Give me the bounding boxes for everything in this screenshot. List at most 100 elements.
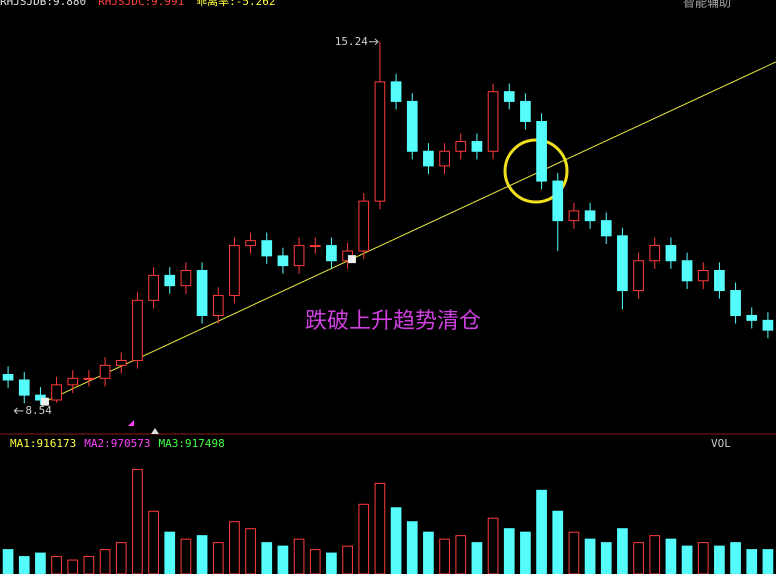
volume-bar [584, 538, 596, 574]
indicator-value: 乖离率:-5.262 [196, 0, 275, 8]
volume-bar [406, 521, 418, 574]
annotation: 跌破上升趋势清仓 [305, 309, 481, 334]
candle-body [83, 377, 95, 380]
volume-bar [164, 531, 176, 574]
indicator-value: RHJSJDB:9.880 [0, 0, 86, 8]
volume-bar [568, 531, 580, 574]
candle-body [293, 245, 305, 267]
volume-bar [18, 556, 30, 574]
marker [151, 428, 159, 434]
candle-body [277, 255, 289, 267]
candle-body [455, 141, 467, 152]
volume-bar [503, 528, 515, 574]
volume-label: VOL [711, 437, 731, 450]
volume-bar [536, 489, 547, 574]
volume-bar [423, 531, 434, 574]
volume-bar [552, 510, 564, 574]
candle-body [487, 91, 499, 152]
candle-body [633, 260, 644, 292]
candle-body [245, 240, 256, 247]
volume-bar [293, 538, 305, 574]
candle-body [229, 245, 240, 296]
low-arrow [13, 407, 24, 415]
volume-bar [229, 521, 240, 574]
volume-bar [196, 535, 208, 574]
candle-body [406, 100, 418, 152]
candle-body [180, 270, 192, 287]
candle-body [714, 270, 725, 292]
candle-body [326, 245, 337, 262]
volume-ma-value: MA3:917498 [158, 437, 224, 450]
candle-body [681, 260, 693, 282]
candle-body [503, 91, 515, 102]
volume-bar [714, 545, 725, 574]
volume-bar [212, 542, 224, 574]
volume-bar [180, 538, 192, 574]
volume-bar [2, 549, 14, 574]
marker [128, 420, 134, 426]
candle-body [649, 245, 661, 262]
candle-body [439, 150, 450, 167]
volume-ma-value: MA1:916173 [10, 437, 76, 450]
candle-body [261, 240, 273, 257]
candle-body [309, 245, 321, 248]
candle-body [35, 394, 46, 401]
volume-bar [277, 545, 289, 574]
candle-body [730, 290, 741, 316]
candle-body [600, 220, 612, 237]
volume-bar [520, 531, 531, 574]
candle-body [568, 210, 580, 222]
volume-bar [148, 510, 159, 574]
volume-bar [115, 542, 127, 574]
volume-bar [746, 549, 758, 574]
volume-bar [600, 542, 612, 574]
assist-label[interactable]: 智能辅助 [683, 0, 731, 10]
volume-bar [617, 528, 628, 574]
volume-bar [439, 538, 450, 574]
touch-point [347, 255, 356, 264]
volume-bar [471, 542, 483, 574]
high-arrow [368, 38, 379, 46]
candle-body [665, 245, 677, 262]
candle-body [617, 235, 628, 292]
candle-body [148, 274, 159, 301]
candle-body [746, 314, 758, 321]
candle-body [67, 377, 79, 386]
volume-bar [649, 535, 661, 574]
candle-body [374, 81, 386, 202]
trendline [44, 61, 776, 403]
candle-body [18, 379, 30, 396]
volume-bar [681, 545, 693, 574]
candle-body [99, 364, 111, 379]
candle-body [132, 299, 143, 361]
volume-bar [762, 549, 774, 574]
volume-bar [374, 482, 386, 574]
low-label: 8.54 [25, 404, 52, 417]
volume-bar [665, 538, 677, 574]
candle-body [471, 141, 483, 152]
volume-bar [455, 535, 467, 574]
candle-body [584, 210, 596, 222]
volume-bar [326, 552, 337, 574]
candle-body [2, 374, 14, 381]
candle-body [196, 270, 208, 316]
candle-body [51, 384, 62, 401]
volume-bar [697, 542, 709, 574]
volume-bar [35, 552, 46, 574]
candle-body [358, 200, 370, 252]
volume-bar [487, 517, 499, 574]
candle-body [536, 120, 547, 182]
volume-bar [261, 542, 273, 574]
volume-bar [245, 528, 256, 574]
volume-bar [633, 542, 644, 574]
candle-body [212, 294, 224, 316]
candle-body [164, 274, 176, 287]
volume-bar [730, 542, 741, 574]
volume-ma-value: MA2:970573 [84, 437, 150, 450]
highlight-circle [503, 138, 569, 204]
indicator-value: RHJSJDC:9.991 [98, 0, 184, 8]
volume-bar [390, 507, 402, 574]
